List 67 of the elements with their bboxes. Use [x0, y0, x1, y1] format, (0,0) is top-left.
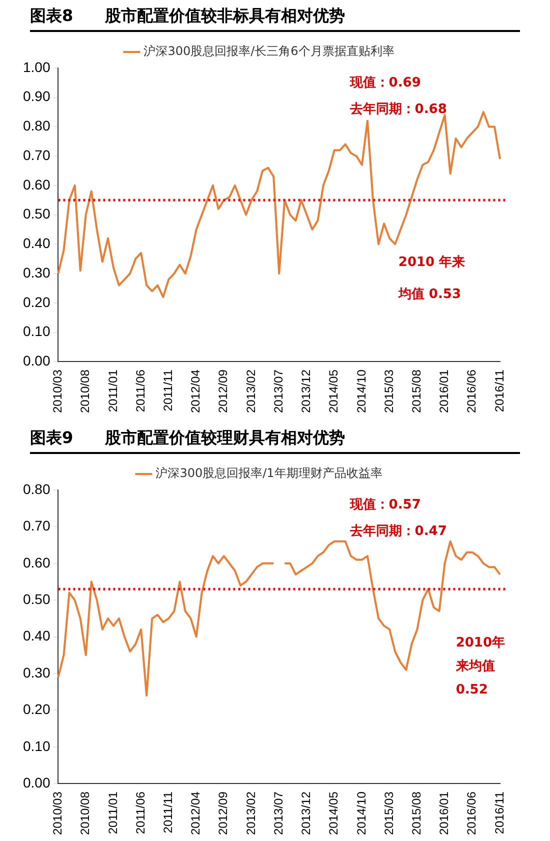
annotation: 去年同期：0.47 [348, 524, 447, 540]
y-tick-label: 0.10 [23, 738, 50, 754]
annotation: 均值 0.53 [397, 287, 462, 302]
x-tick-label: 2013/12 [299, 369, 314, 414]
x-tick-label: 2013/12 [299, 791, 314, 836]
x-tick-label: 2011/06 [133, 791, 148, 834]
x-tick-label: 2013/02 [244, 791, 258, 836]
y-tick-label: 0.70 [23, 146, 50, 163]
x-tick-label: 2014/10 [354, 369, 368, 414]
x-tick-label: 2016/11 [492, 791, 506, 834]
annotation: 来均值 [454, 659, 495, 674]
x-tick-label: 2013/07 [271, 791, 286, 836]
chart-title: 图表8 股市配置价值较非标具有相对优势 [30, 6, 520, 32]
y-tick-label: 0.70 [23, 518, 50, 534]
x-tick-label: 2012/04 [188, 791, 203, 836]
annotation: 2010年 [456, 636, 506, 651]
x-tick-label: 2011/11 [161, 791, 175, 834]
y-tick-label: 0.60 [23, 554, 50, 570]
x-tick-label: 2016/01 [437, 791, 452, 836]
x-tick-label: 2015/08 [409, 369, 424, 414]
y-tick-label: 0.50 [23, 206, 50, 222]
y-tick-label: 0.10 [23, 323, 50, 340]
annotation: 2010 年来 [398, 254, 466, 270]
x-tick-label: 2014/05 [326, 791, 341, 836]
x-tick-label: 2011/01 [106, 791, 120, 834]
x-tick-label: 2015/08 [409, 791, 424, 836]
y-tick-label: 0.40 [23, 235, 50, 252]
y-tick-label: 0.30 [23, 664, 50, 680]
y-tick-label: 0.80 [23, 118, 50, 134]
y-tick-label: 0.40 [23, 628, 50, 644]
y-tick-label: 0.80 [23, 480, 50, 497]
x-tick-label: 2015/03 [382, 791, 396, 836]
x-tick-label: 2016/11 [492, 369, 506, 412]
y-tick-label: 0.20 [23, 701, 50, 718]
x-tick-label: 2012/09 [216, 369, 230, 414]
y-tick-label: 0.50 [23, 590, 50, 607]
legend-label: 沪深300股息回报率/1年期理财产品收益率 [156, 466, 382, 480]
x-tick-label: 2011/06 [133, 369, 148, 412]
x-tick-label: 2012/04 [188, 369, 203, 414]
y-tick-label: 0.00 [23, 352, 50, 368]
y-tick-label: 0.20 [23, 294, 50, 310]
x-tick-label: 2016/06 [464, 791, 479, 836]
y-tick-label: 0.60 [23, 176, 50, 192]
x-tick-label: 2016/01 [437, 369, 452, 414]
x-tick-label: 2015/03 [382, 369, 396, 414]
chart-title: 图表9 股市配置价值较理财具有相对优势 [30, 428, 520, 454]
x-tick-label: 2013/07 [271, 369, 286, 414]
annotation: 去年同期：0.68 [348, 102, 447, 118]
annotation: 现值：0.69 [348, 76, 421, 91]
x-tick-label: 2010/03 [50, 369, 65, 414]
x-tick-label: 2010/08 [78, 791, 92, 836]
y-tick-label: 1.00 [23, 58, 50, 75]
x-tick-label: 2014/10 [354, 791, 368, 836]
x-tick-label: 2010/03 [50, 791, 65, 836]
x-tick-label: 2011/01 [106, 369, 120, 412]
x-tick-label: 2011/11 [161, 369, 175, 412]
y-tick-label: 0.90 [23, 88, 50, 104]
x-tick-label: 2012/09 [216, 791, 230, 836]
x-tick-label: 2010/08 [78, 369, 92, 414]
y-tick-label: 0.30 [23, 264, 50, 280]
x-tick-label: 2013/02 [244, 369, 258, 414]
legend-label: 沪深300股息回报率/长三角6个月票据直贴利率 [144, 44, 394, 58]
x-tick-label: 2016/06 [464, 369, 479, 414]
x-tick-label: 2014/05 [326, 369, 341, 414]
annotation: 现值：0.57 [348, 498, 421, 513]
y-tick-label: 0.00 [23, 774, 50, 790]
annotation: 0.52 [456, 682, 488, 698]
